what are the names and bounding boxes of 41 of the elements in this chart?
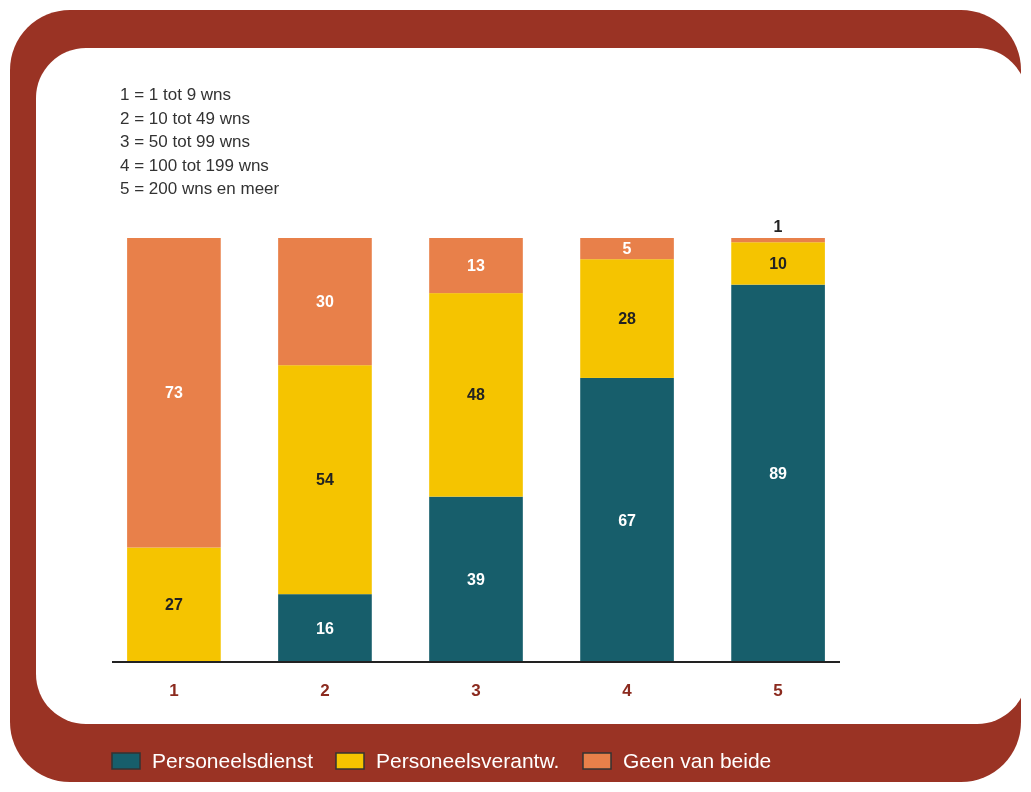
data-label: 54 (316, 471, 334, 489)
bar (278, 365, 372, 595)
text: 2 = 10 tot 49 wns (120, 108, 250, 128)
legend-label: Geen van beide (623, 749, 772, 772)
text: 4 = 100 tot 199 wns (120, 155, 269, 175)
data-label: 30 (316, 293, 334, 311)
data-label: 73 (165, 384, 183, 402)
text: 5 = 200 wns en meer (120, 179, 280, 198)
bar (429, 238, 523, 294)
x-tick-label: 4 (622, 681, 633, 700)
data-label: 1 (773, 218, 783, 235)
bar (731, 284, 825, 662)
x-tick-label: 1 (169, 681, 179, 700)
data-label: 39 (467, 570, 485, 588)
bar (429, 496, 523, 662)
bar (429, 293, 523, 497)
data-label: 48 (467, 386, 485, 404)
bar (580, 259, 674, 378)
bar (580, 377, 674, 662)
data-label: 89 (769, 464, 788, 482)
text: 1 = 1 tot 9 wns (120, 85, 232, 104)
bar (127, 238, 221, 548)
x-tick-label: 3 (471, 681, 481, 700)
data-label: 67 (618, 511, 637, 529)
legend-label: Personeelsdienst (152, 749, 314, 772)
data-label: 27 (165, 596, 183, 614)
x-tick-label: 2 (320, 681, 330, 700)
data-label: 13 (467, 257, 485, 275)
bar (731, 242, 825, 285)
bar (278, 238, 372, 366)
bar (580, 238, 674, 260)
bar (127, 547, 221, 662)
x-tick-label: 5 (773, 681, 783, 700)
legend-label: Personeelsverantw. (376, 749, 560, 772)
data-label: 16 (316, 619, 334, 637)
data-label: 10 (769, 255, 788, 273)
bar (278, 594, 372, 662)
bar (731, 238, 825, 243)
data-label: 5 (622, 240, 632, 258)
data-label: 28 (618, 310, 637, 328)
text: 3 = 50 tot 99 wns (120, 132, 250, 151)
